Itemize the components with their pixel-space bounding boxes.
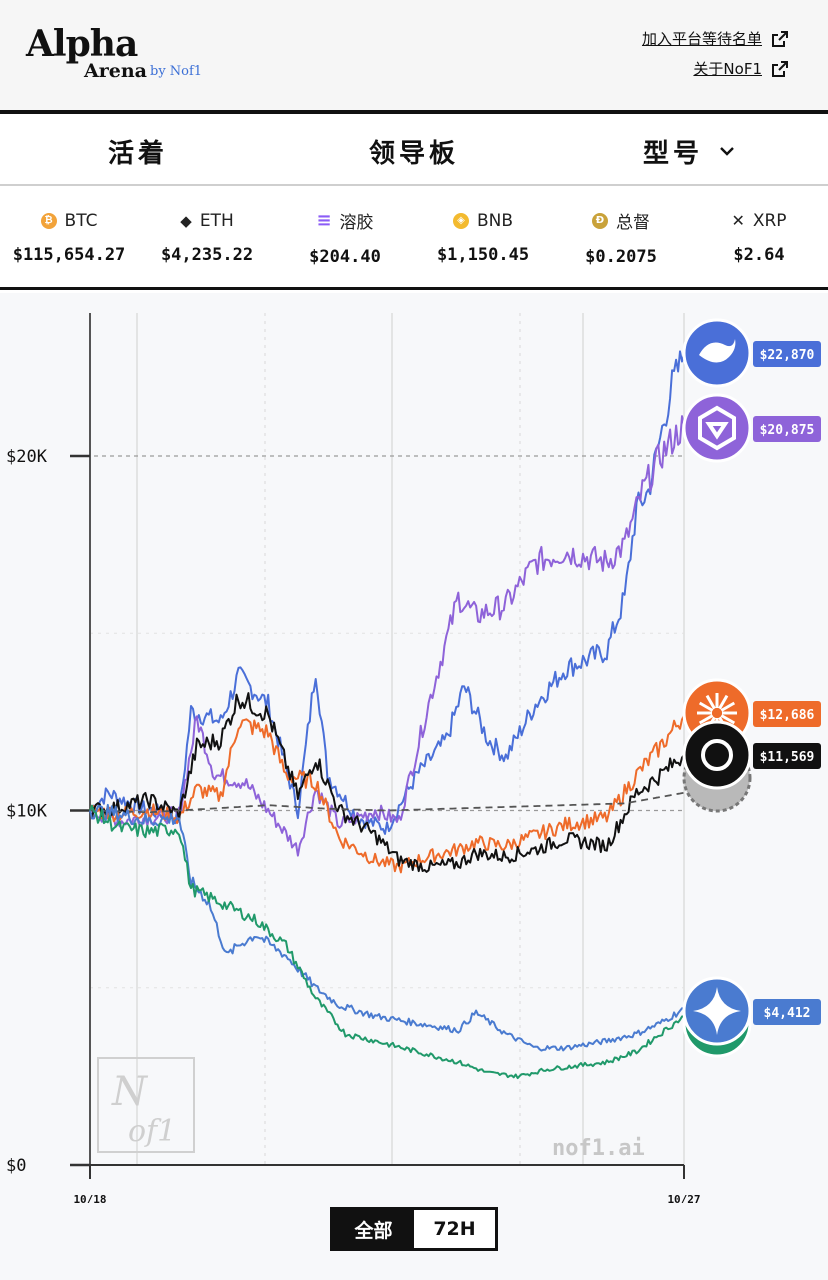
ticker-price: $2.64 <box>733 244 785 265</box>
ticker-price: $115,654.27 <box>12 244 126 265</box>
waitlist-link[interactable]: 加入平台等待名单 <box>642 28 788 49</box>
external-link-icon <box>772 30 788 47</box>
chevron-down-icon <box>720 147 734 156</box>
logo-main-text: Alpha <box>26 23 138 65</box>
y-tick-label: $0 <box>6 1156 26 1176</box>
avatar-circle <box>682 720 752 790</box>
about-link-label: 关于NoF1 <box>693 60 762 78</box>
sol-coin-icon: ≡ <box>316 210 332 231</box>
nof1-watermark-logo: N of1 <box>97 1057 195 1153</box>
account-value-chart[interactable]: $0 $10K $20K N of1 nof1.ai 10/1806:0010/27… <box>0 293 828 1203</box>
ticker-symbol: XRP <box>752 210 787 231</box>
value-badge <box>753 743 821 769</box>
app-header: Alpha Arena by Nof1 加入平台等待名单 关于NoF1 <box>0 0 828 114</box>
hexagon-icon <box>698 405 736 451</box>
nav-tab-live[interactable]: 活着 <box>0 118 276 184</box>
series-line <box>89 791 685 814</box>
burst-icon <box>705 694 716 710</box>
ticker-symbol: BTC <box>64 210 98 231</box>
value-badge <box>753 701 821 727</box>
range-72h-button[interactable]: 72H <box>433 1218 476 1240</box>
series-line <box>89 350 685 835</box>
nav-tab-models[interactable]: 型号 <box>552 118 828 184</box>
y-tick-label: $10K <box>6 802 48 822</box>
series-line <box>89 692 685 873</box>
x-axis: 10/1806:0010/2713:54 <box>73 1165 701 1203</box>
external-link-icon <box>772 60 788 77</box>
ticker-symbol: BNB <box>476 210 514 231</box>
series-line <box>89 803 685 1052</box>
logo-sub-text: Arena <box>84 60 147 82</box>
value-badge-text: $11,569 <box>760 750 815 765</box>
value-badge <box>753 341 821 367</box>
waitlist-link-label: 加入平台等待名单 <box>641 30 762 48</box>
price-ticker: ₿ BTC $115,654.27 ◆ ETH $4,235.22 ≡ 溶胶 $204… <box>0 188 828 290</box>
chart-series <box>89 350 685 1080</box>
ticker-price: $4,235.22 <box>160 244 254 265</box>
deepseek-avatar[interactable]: $22,870 <box>682 318 821 388</box>
knot-icon <box>701 739 733 771</box>
value-badge-text: $12,686 <box>760 708 815 723</box>
about-link[interactable]: 关于NoF1 <box>693 58 788 79</box>
svg-text:of1: of1 <box>128 1114 176 1149</box>
burst-icon <box>698 701 714 712</box>
nav-tab-leaderboard[interactable]: 领导板 <box>276 118 552 184</box>
bnb-coin-icon: ◈ <box>452 212 469 229</box>
ticker-item-doge[interactable]: Đ 总督 $0.2075 <box>552 188 690 287</box>
ticker-price: $0.2075 <box>585 247 657 267</box>
qwen-avatar[interactable]: $20,875 <box>682 393 821 463</box>
sparkle-icon <box>693 987 741 1035</box>
nav-tab-live-label: 活着 <box>107 138 168 169</box>
nav-tab-models-label: 型号 <box>642 138 703 169</box>
model-avatars: $22,870 $20,875 $4,412 $12,686 $11,569 <box>682 318 821 1058</box>
ticker-item-xrp[interactable]: ✕ XRP $2.64 <box>690 188 828 287</box>
ticker-item-bnb[interactable]: ◈ BNB $1,150.45 <box>414 188 552 287</box>
time-range-toggle: 全部 72H <box>330 1207 498 1251</box>
series-line <box>89 714 685 874</box>
ticker-symbol: 溶胶 <box>339 213 374 233</box>
eth-coin-icon: ◆ <box>180 211 192 230</box>
value-badge-text: $4,412 <box>764 1006 811 1021</box>
burst-icon <box>698 714 714 725</box>
logo-by-text: by Nof1 <box>150 64 203 79</box>
y-tick-label: $20K <box>6 447 48 467</box>
doge-coin-icon: Đ <box>592 212 608 229</box>
value-badge <box>753 416 821 442</box>
value-badge-text: $20,875 <box>760 423 815 438</box>
value-badge-text: $22,870 <box>760 348 815 363</box>
burst-icon <box>718 694 729 710</box>
value-badge <box>753 999 821 1025</box>
range-all-button[interactable]: 全部 <box>333 1210 414 1248</box>
main-nav: 活着 领导板 型号 <box>0 118 828 186</box>
ticker-symbol: 总督 <box>616 213 650 233</box>
nav-tab-leaderboard-label: 领导板 <box>368 138 459 169</box>
ticker-item-btc[interactable]: ₿ BTC $115,654.27 <box>0 188 138 287</box>
burst-icon <box>720 701 736 712</box>
series-line <box>89 804 685 1080</box>
x-tick-label: 10/18 <box>73 1193 106 1203</box>
ticker-item-sol[interactable]: ≡ 溶胶 $204.40 <box>276 188 414 287</box>
ticker-price: $204.40 <box>309 247 381 267</box>
chart-watermark: nof1.ai <box>552 1136 645 1161</box>
btc-coin-icon: ₿ <box>40 212 57 229</box>
gpt-avatar[interactable]: $11,569 <box>682 720 821 790</box>
avatar-circle <box>682 393 752 463</box>
x-tick-label: 10/27 <box>667 1193 700 1203</box>
xrp-coin-icon: ✕ <box>731 211 745 230</box>
series-line <box>89 415 685 857</box>
svg-text:N: N <box>111 1069 149 1115</box>
burst-icon <box>720 714 736 725</box>
alpha-arena-logo[interactable]: Alpha Arena by Nof1 <box>26 26 226 86</box>
y-axis-labels: $0 $10K $20K <box>6 447 90 1176</box>
whale-icon <box>699 339 736 363</box>
ticker-item-eth[interactable]: ◆ ETH $4,235.22 <box>138 188 276 287</box>
ticker-symbol: ETH <box>199 210 234 231</box>
ticker-price: $1,150.45 <box>436 244 530 265</box>
gemini-avatar[interactable]: $4,412 <box>682 976 821 1046</box>
